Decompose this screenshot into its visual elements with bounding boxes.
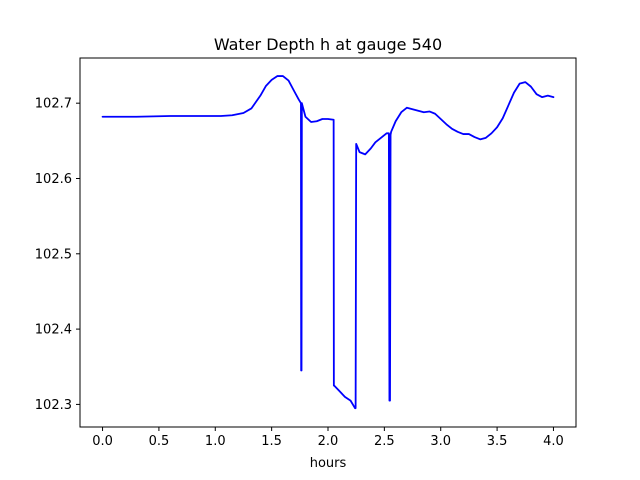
x-tick-label: 1.0 [205, 434, 226, 449]
x-axis-label: hours [310, 456, 347, 471]
x-tick-label: 3.0 [430, 434, 451, 449]
chart-title: Water Depth h at gauge 540 [214, 35, 442, 54]
x-tick-label: 2.5 [374, 434, 395, 449]
axes-frame [79, 57, 577, 428]
y-tick-label: 102.5 [35, 247, 72, 262]
y-tick-label: 102.4 [35, 323, 72, 338]
series-line-0 [101, 75, 555, 410]
x-tick-label: 2.0 [318, 434, 339, 449]
x-axis-ticks: 0.0 0.5 1.0 1.5 2.0 2.5 3.0 3.5 4.0 [92, 427, 564, 449]
x-tick-label: 3.5 [487, 434, 508, 449]
y-axis-ticks: 102.3 102.4 102.5 102.6 102.7 [35, 97, 80, 413]
x-tick-label: 4.0 [543, 434, 564, 449]
y-tick-label: 102.6 [35, 172, 72, 187]
x-tick-label: 0.5 [149, 434, 170, 449]
y-tick-label: 102.7 [35, 97, 72, 112]
y-tick-label: 102.3 [35, 398, 72, 413]
x-tick-label: 0.0 [92, 434, 113, 449]
plot-area [101, 75, 555, 410]
x-tick-label: 1.5 [261, 434, 282, 449]
